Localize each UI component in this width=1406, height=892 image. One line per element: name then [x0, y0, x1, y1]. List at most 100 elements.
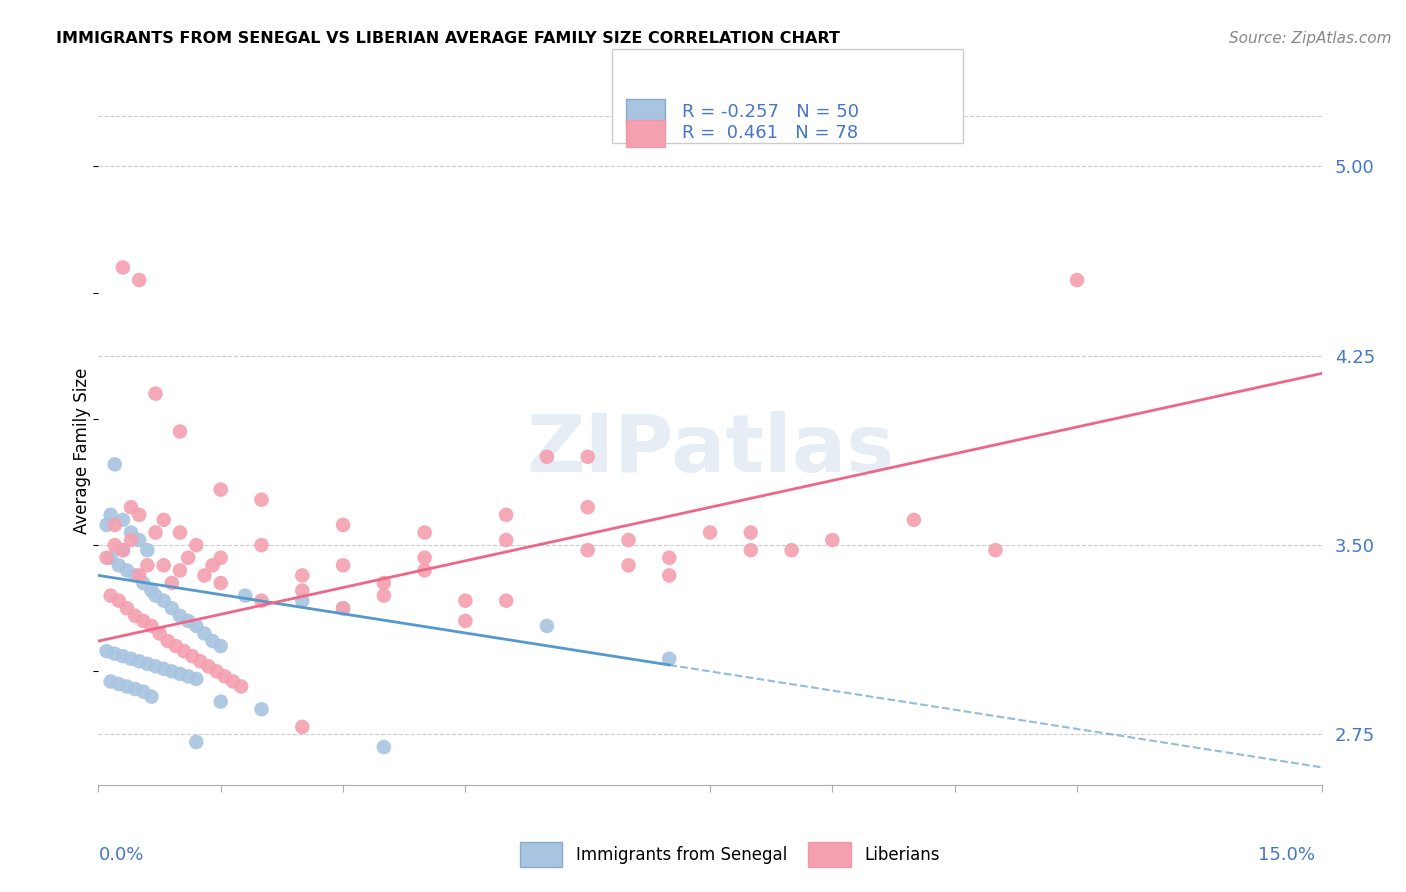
- Point: [186, 735, 208, 749]
- Point: [984, 543, 1007, 558]
- Point: [160, 601, 183, 615]
- Point: [128, 533, 150, 547]
- Point: [576, 500, 599, 515]
- Point: [291, 568, 314, 582]
- Point: [124, 568, 146, 582]
- Point: [111, 260, 134, 275]
- Point: [128, 654, 150, 668]
- Point: [152, 593, 174, 607]
- Point: [111, 543, 134, 558]
- Point: [100, 589, 122, 603]
- Point: [136, 657, 159, 671]
- Point: [186, 672, 208, 686]
- Text: IMMIGRANTS FROM SENEGAL VS LIBERIAN AVERAGE FAMILY SIZE CORRELATION CHART: IMMIGRANTS FROM SENEGAL VS LIBERIAN AVER…: [56, 31, 841, 46]
- Point: [132, 684, 155, 698]
- Point: [193, 568, 215, 582]
- Point: [96, 517, 118, 532]
- Point: [658, 550, 681, 565]
- Point: [250, 702, 273, 716]
- Y-axis label: Average Family Size: Average Family Size: [73, 368, 91, 533]
- Point: [132, 576, 155, 591]
- Point: [186, 619, 208, 633]
- Point: [536, 450, 558, 464]
- Point: [699, 525, 721, 540]
- Point: [136, 543, 159, 558]
- Point: [186, 538, 208, 552]
- Point: [145, 525, 167, 540]
- Point: [495, 508, 517, 522]
- Point: [209, 639, 232, 653]
- Point: [209, 483, 232, 497]
- Point: [658, 651, 681, 665]
- Point: [169, 608, 191, 623]
- Text: ZIPatlas: ZIPatlas: [526, 411, 894, 490]
- Point: [740, 525, 762, 540]
- Point: [332, 517, 354, 532]
- Point: [233, 589, 256, 603]
- Point: [145, 659, 167, 673]
- Point: [617, 558, 640, 573]
- Point: [115, 680, 138, 694]
- Point: [780, 543, 803, 558]
- Point: [1066, 273, 1088, 287]
- Point: [124, 608, 146, 623]
- Point: [128, 508, 150, 522]
- Text: Immigrants from Senegal: Immigrants from Senegal: [576, 846, 787, 863]
- Point: [188, 654, 212, 668]
- Point: [108, 677, 131, 691]
- Point: [115, 601, 138, 615]
- Point: [413, 550, 436, 565]
- Point: [152, 558, 174, 573]
- Point: [141, 690, 163, 704]
- Point: [332, 601, 354, 615]
- Point: [115, 563, 138, 577]
- Point: [120, 500, 142, 515]
- Point: [209, 695, 232, 709]
- Point: [149, 626, 172, 640]
- Point: [576, 450, 599, 464]
- Point: [96, 644, 118, 658]
- Point: [132, 614, 155, 628]
- Point: [160, 665, 183, 679]
- Point: [250, 538, 273, 552]
- Point: [214, 669, 236, 683]
- Point: [120, 525, 142, 540]
- Text: R = -0.257   N = 50: R = -0.257 N = 50: [682, 103, 859, 121]
- Point: [617, 533, 640, 547]
- Point: [104, 647, 127, 661]
- Point: [100, 550, 122, 565]
- Point: [413, 563, 436, 577]
- Point: [291, 720, 314, 734]
- Point: [169, 525, 191, 540]
- Point: [124, 681, 146, 696]
- Point: [96, 550, 118, 565]
- Point: [413, 525, 436, 540]
- Point: [111, 649, 134, 664]
- Point: [104, 458, 127, 472]
- Point: [128, 273, 150, 287]
- Point: [291, 593, 314, 607]
- Point: [250, 492, 273, 507]
- Point: [141, 619, 163, 633]
- Point: [169, 666, 191, 681]
- Point: [111, 543, 134, 558]
- Point: [332, 558, 354, 573]
- Text: Source: ZipAtlas.com: Source: ZipAtlas.com: [1229, 31, 1392, 46]
- Point: [250, 593, 273, 607]
- Point: [454, 593, 477, 607]
- Point: [145, 589, 167, 603]
- Point: [136, 558, 159, 573]
- Text: R =  0.461   N = 78: R = 0.461 N = 78: [682, 125, 858, 143]
- Point: [231, 680, 253, 694]
- Point: [128, 568, 150, 582]
- Point: [495, 533, 517, 547]
- Point: [152, 513, 174, 527]
- Point: [169, 425, 191, 439]
- Point: [291, 583, 314, 598]
- Point: [576, 543, 599, 558]
- Point: [222, 674, 245, 689]
- Point: [536, 619, 558, 633]
- Point: [173, 644, 195, 658]
- Point: [100, 508, 122, 522]
- Point: [152, 662, 174, 676]
